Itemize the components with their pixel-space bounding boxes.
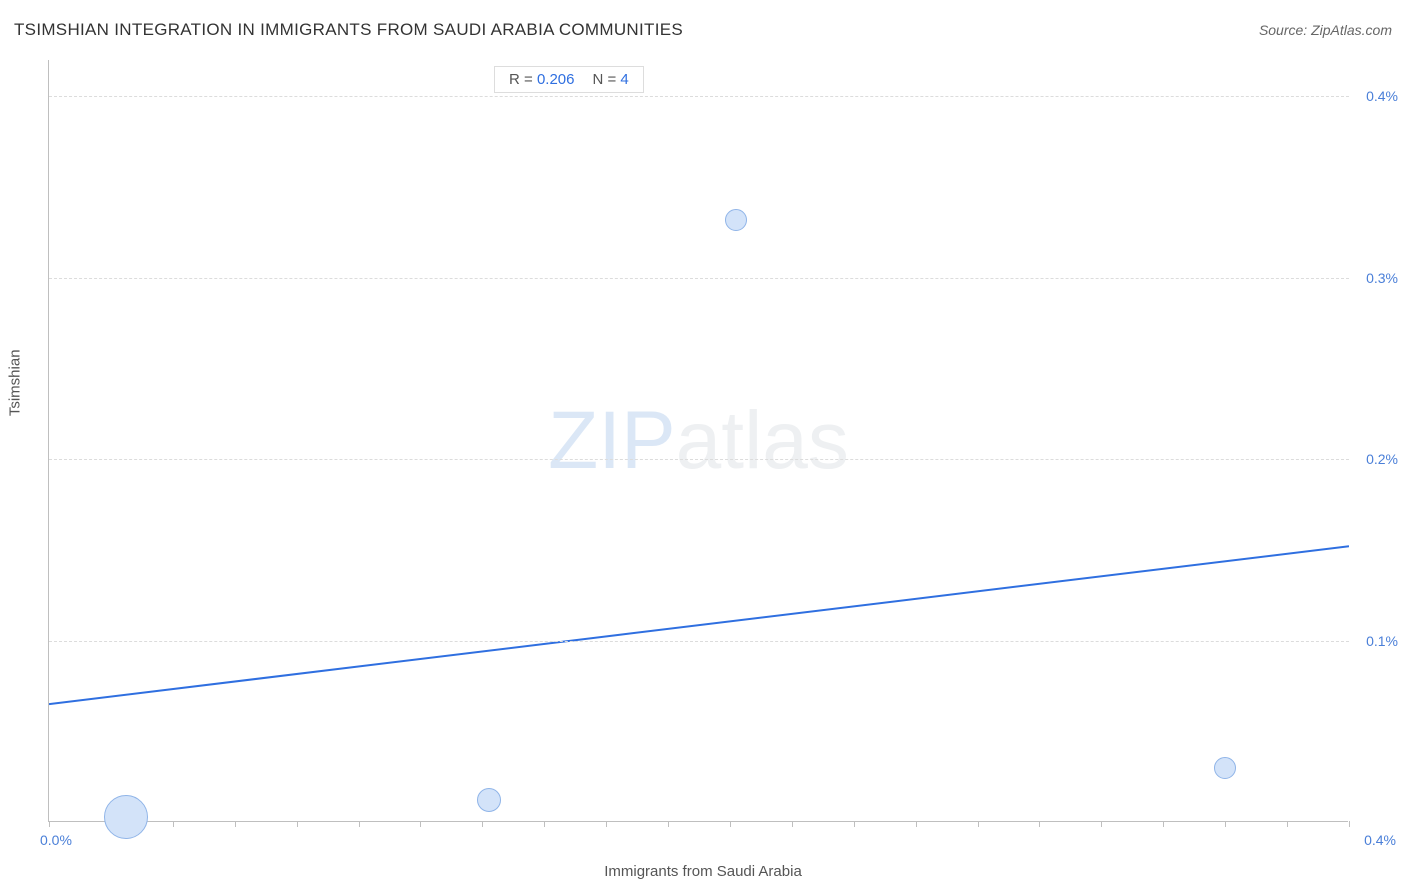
grid-line	[49, 278, 1349, 279]
x-tick	[606, 821, 607, 827]
y-tick-label: 0.3%	[1366, 270, 1398, 286]
trend-line	[49, 60, 1349, 822]
x-tick	[235, 821, 236, 827]
x-tick	[544, 821, 545, 827]
x-min-label: 0.0%	[40, 832, 72, 848]
x-tick	[730, 821, 731, 827]
x-tick	[359, 821, 360, 827]
x-tick	[668, 821, 669, 827]
x-tick	[1225, 821, 1226, 827]
chart-title: TSIMSHIAN INTEGRATION IN IMMIGRANTS FROM…	[14, 20, 683, 40]
y-tick-label: 0.2%	[1366, 451, 1398, 467]
x-tick	[1039, 821, 1040, 827]
chart-container: ZIPatlas R = 0.206 N = 4 0.1%0.2%0.3%0.4…	[48, 60, 1348, 822]
x-tick	[1287, 821, 1288, 827]
legend-r-label: R =	[509, 71, 533, 88]
watermark-b: atlas	[676, 395, 849, 486]
scatter-point	[104, 795, 148, 839]
source-label: Source: ZipAtlas.com	[1259, 22, 1392, 38]
scatter-point	[1214, 757, 1236, 779]
y-tick-label: 0.1%	[1366, 633, 1398, 649]
legend-n-value: 4	[620, 71, 628, 88]
x-tick	[1349, 821, 1350, 827]
y-axis-title: Tsimshian	[7, 349, 24, 416]
x-tick	[297, 821, 298, 827]
legend-n-label: N =	[592, 71, 616, 88]
x-tick	[173, 821, 174, 827]
legend-r-value: 0.206	[537, 71, 575, 88]
watermark-a: ZIP	[548, 395, 676, 486]
grid-line	[49, 641, 1349, 642]
scatter-point	[725, 209, 747, 231]
x-tick	[1163, 821, 1164, 827]
scatter-point	[477, 788, 501, 812]
x-tick	[49, 821, 50, 827]
x-tick	[854, 821, 855, 827]
x-tick	[482, 821, 483, 827]
x-axis-title: Immigrants from Saudi Arabia	[604, 863, 802, 880]
plot-area: ZIPatlas R = 0.206 N = 4 0.1%0.2%0.3%0.4…	[48, 60, 1348, 822]
legend-n: N = 4	[592, 71, 628, 88]
grid-line	[49, 96, 1349, 97]
x-tick	[420, 821, 421, 827]
y-tick-label: 0.4%	[1366, 88, 1398, 104]
x-tick	[1101, 821, 1102, 827]
watermark: ZIPatlas	[548, 394, 849, 488]
x-tick	[916, 821, 917, 827]
x-max-label: 0.4%	[1364, 832, 1396, 848]
legend-r: R = 0.206	[509, 71, 574, 88]
x-tick	[978, 821, 979, 827]
x-tick	[792, 821, 793, 827]
legend-box: R = 0.206 N = 4	[494, 66, 644, 93]
grid-line	[49, 459, 1349, 460]
